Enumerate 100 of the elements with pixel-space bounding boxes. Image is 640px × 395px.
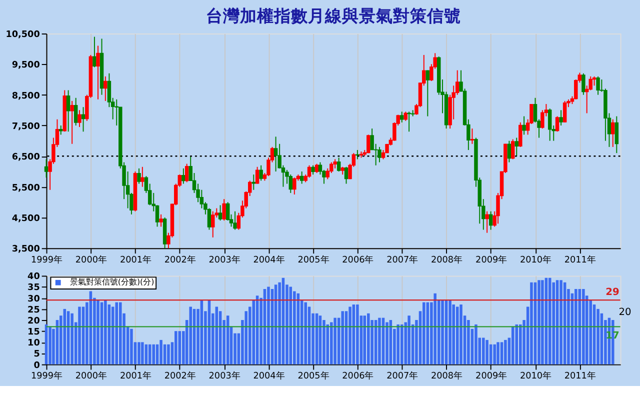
y-tick-label: 5 <box>34 350 40 360</box>
bar <box>138 342 140 364</box>
bar <box>552 282 555 364</box>
candlestick <box>92 36 96 68</box>
ref-line-label: 17 <box>606 330 620 342</box>
candlestick <box>255 166 260 184</box>
candlestick <box>522 116 526 136</box>
x-tick-label: 2002年 <box>164 254 196 266</box>
bar <box>386 322 388 364</box>
candlestick <box>548 108 552 142</box>
candlestick <box>222 198 226 222</box>
x-tick-label: 2005年 <box>298 254 330 266</box>
candlestick <box>300 170 304 184</box>
y-tick-label: 30 <box>28 294 40 304</box>
x-tick-label: 2009年 <box>476 370 508 382</box>
candlestick <box>66 90 70 132</box>
y-tick-label: 0 <box>34 360 40 371</box>
candlestick <box>307 164 312 178</box>
y-tick-label: 9,500 <box>12 60 40 71</box>
y-tick-label: 35 <box>28 283 40 294</box>
candlestick <box>333 158 337 169</box>
annotation: 20 <box>618 307 632 318</box>
x-tick-label: 2002年 <box>164 370 196 382</box>
bar <box>104 300 107 364</box>
x-tick-label: 2008年 <box>431 254 463 266</box>
bar <box>367 313 370 364</box>
ref-line-label: 29 <box>606 287 620 298</box>
bar <box>504 340 507 364</box>
candlestick <box>614 116 619 154</box>
candlestick <box>611 118 615 148</box>
candlestick <box>44 158 48 178</box>
x-tick-label: 2000年 <box>75 370 107 382</box>
y-tick-label: 20 <box>28 316 40 326</box>
bar <box>167 344 170 364</box>
bar <box>141 342 144 364</box>
candlestick <box>470 128 474 144</box>
bar <box>574 289 578 364</box>
bar <box>460 304 462 364</box>
y-tick-label: 6,500 <box>12 152 40 163</box>
bar <box>48 326 52 364</box>
chart-title: 台灣加權指數月線與景氣對策信號 <box>206 6 461 26</box>
x-tick-label: 2004年 <box>253 254 285 266</box>
candlestick <box>592 76 596 86</box>
candlestick <box>400 111 404 123</box>
bar <box>148 344 152 364</box>
candlestick <box>288 174 293 194</box>
candlestick <box>70 100 74 144</box>
bar <box>356 304 359 364</box>
x-tick-label: 2003年 <box>208 370 240 382</box>
bar <box>341 311 344 364</box>
candlestick <box>140 166 144 188</box>
candlestick <box>233 210 237 230</box>
bar <box>452 304 455 364</box>
bar <box>278 282 281 364</box>
bar <box>163 344 166 364</box>
bar <box>44 324 48 364</box>
bar <box>304 302 307 364</box>
bar <box>496 342 500 364</box>
x-tick-label: 2003年 <box>208 254 240 266</box>
candlestick <box>596 76 600 96</box>
x-tick-label: 2010年 <box>520 370 552 382</box>
candlestick <box>311 164 315 176</box>
candlestick <box>104 76 108 102</box>
bar <box>448 300 452 364</box>
candlestick <box>59 124 63 136</box>
candlestick <box>252 174 256 190</box>
bar <box>293 291 296 364</box>
bar <box>582 289 585 364</box>
bar <box>189 306 192 364</box>
candlestick <box>336 157 341 172</box>
bar <box>330 322 333 364</box>
candlestick <box>259 164 263 182</box>
bar <box>596 308 600 364</box>
bar <box>174 331 178 364</box>
y-tick-label: 10,500 <box>6 30 40 40</box>
bar <box>493 344 496 364</box>
y-tick-label: 5,500 <box>12 183 40 194</box>
bar <box>78 306 81 364</box>
x-tick-label: 2011年 <box>564 254 596 266</box>
bar <box>500 342 504 364</box>
candlestick <box>555 116 560 132</box>
x-tick-label: 2004年 <box>253 370 285 382</box>
candlestick <box>74 97 78 126</box>
y-tick-label: 25 <box>28 305 40 316</box>
bar <box>156 344 159 364</box>
candlestick <box>292 177 296 195</box>
y-tick-label: 4,500 <box>12 214 40 224</box>
candlestick <box>488 210 493 230</box>
x-tick-label: 2007年 <box>386 254 418 266</box>
candlestick <box>514 137 518 157</box>
bar <box>538 280 540 364</box>
candlestick <box>518 122 522 148</box>
bar <box>152 344 155 364</box>
candlestick <box>407 111 411 132</box>
bar <box>489 344 492 364</box>
candlestick <box>159 214 163 228</box>
candlestick <box>366 134 370 154</box>
x-tick-label: 2006年 <box>342 254 374 266</box>
bar <box>96 300 100 364</box>
bar <box>541 280 544 364</box>
